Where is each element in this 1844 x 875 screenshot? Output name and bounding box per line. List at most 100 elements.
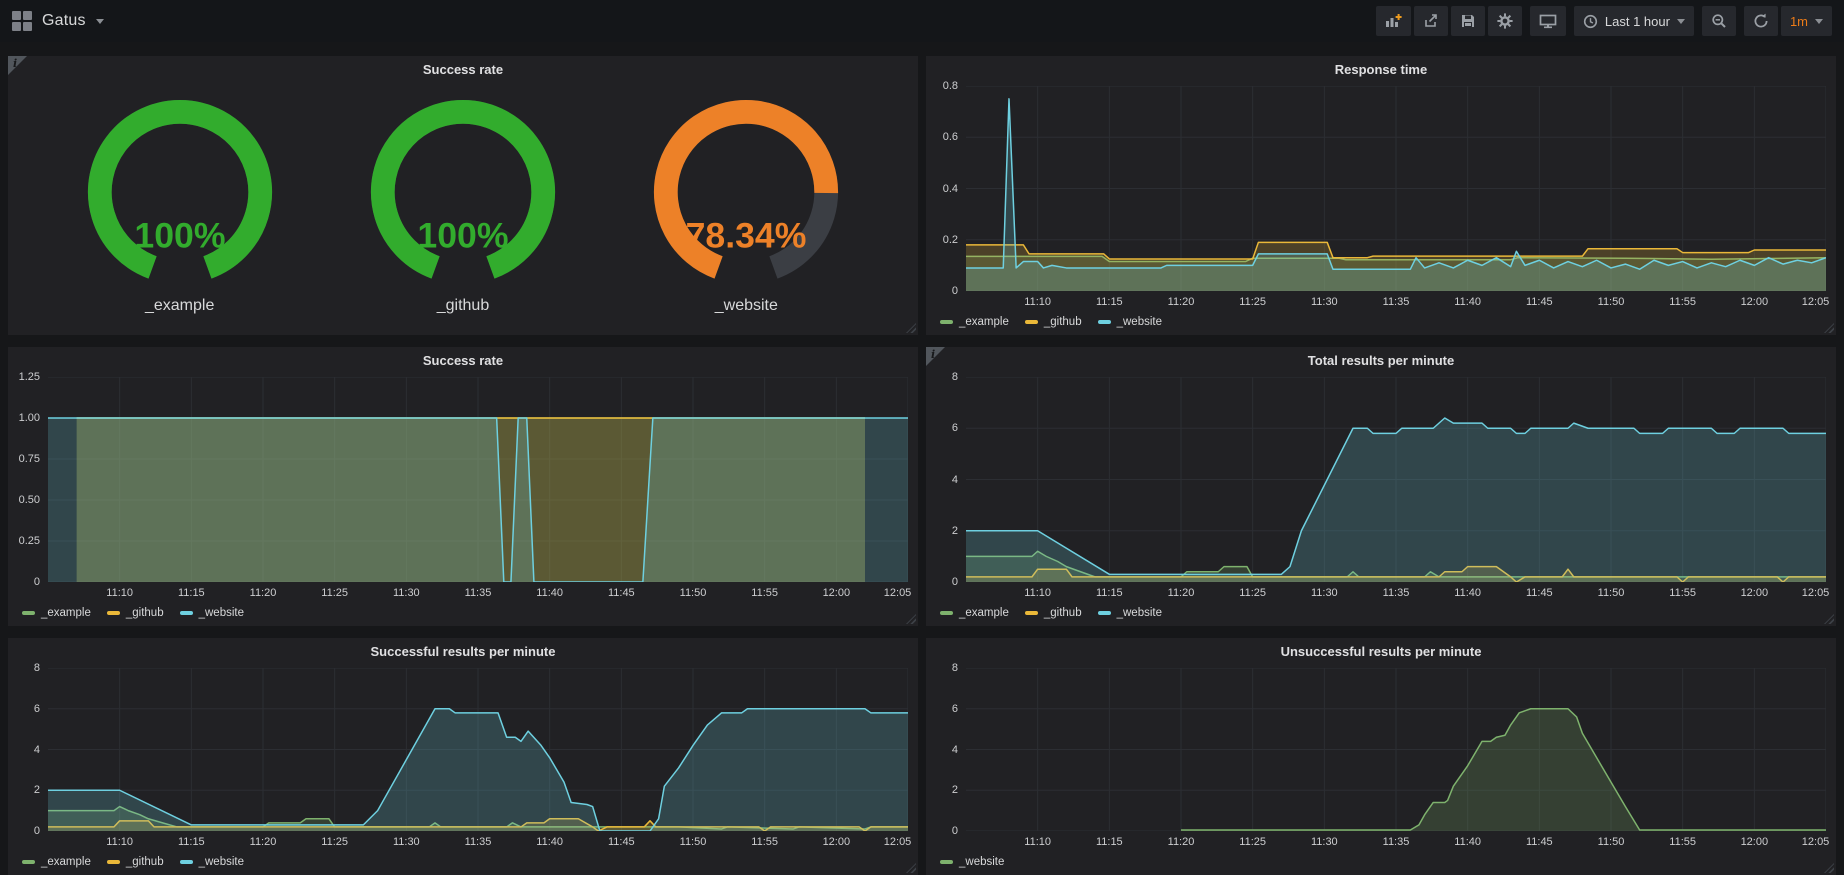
chart-svg (966, 377, 1826, 582)
gauge-svg: 100% (370, 99, 556, 279)
legend-item-_example[interactable]: _example (940, 607, 1009, 619)
panel-info-corner[interactable] (8, 56, 27, 75)
cycle-view-mode-button[interactable] (1529, 6, 1566, 36)
x-tick-label: 11:25 (321, 587, 349, 599)
plot-area[interactable] (966, 86, 1826, 291)
y-tick-label: 0 (951, 285, 958, 297)
legend-item-_website[interactable]: _website (1097, 316, 1162, 328)
panel-resize-handle[interactable] (1824, 323, 1834, 333)
legend-item-_website[interactable]: _website (940, 856, 1004, 868)
panel-unsuccessful-results: Unsuccessful results per minute 0 2 4 6 8 11:… (926, 638, 1836, 875)
panel-title[interactable]: Success rate (422, 61, 504, 77)
x-tick-label: 11:15 (1095, 296, 1123, 308)
panel-title[interactable]: Success rate (422, 352, 504, 368)
dashboard-title[interactable]: Gatus (42, 12, 86, 29)
y-tick-label: 0 (33, 825, 40, 837)
x-tick-label: 11:10 (106, 836, 134, 848)
legend-item-_website[interactable]: _website (179, 856, 244, 868)
x-tick-label: 11:20 (1167, 836, 1195, 848)
x-tick-label: 11:10 (1024, 587, 1052, 599)
series-line-_website (48, 418, 908, 582)
legend-item-_website[interactable]: _website (179, 607, 244, 619)
legend-item-_website[interactable]: _website (1097, 607, 1162, 619)
panel-resize-handle[interactable] (1824, 863, 1834, 873)
x-tick-label: 11:35 (464, 836, 492, 848)
series-fill-_github (966, 566, 1826, 582)
graph-area: 0 2 4 6 8 11:10 11:15 11:20 11:25 11:30 11:35 11:40… (926, 371, 1836, 626)
legend-label: _github (1043, 316, 1082, 328)
add-panel-button[interactable] (1375, 6, 1411, 36)
x-tick-label: 11:15 (177, 587, 205, 599)
share-dashboard-button[interactable] (1413, 6, 1448, 36)
x-tick-label: 11:35 (1382, 836, 1410, 848)
legend: _website (932, 851, 1826, 875)
save-dashboard-button[interactable] (1450, 6, 1485, 36)
panel-resize-handle[interactable] (906, 323, 916, 333)
refresh-button[interactable] (1743, 6, 1778, 36)
dashboard-settings-button[interactable] (1487, 6, 1522, 36)
x-tick-label: 11:55 (1669, 296, 1697, 308)
chart-svg (966, 86, 1826, 291)
x-tick-label: 11:40 (536, 587, 564, 599)
series-fill-_github (48, 818, 908, 831)
series-line-_github (966, 242, 1826, 259)
share-icon (1425, 14, 1437, 27)
x-tick-label: 12:00 (822, 587, 851, 599)
x-tick-label: 12:05 (883, 836, 912, 848)
gauges-row: 100% _example 100% _github 78.34% _website (8, 82, 918, 335)
legend-color-dash (1024, 320, 1038, 324)
x-tick-label: 11:20 (249, 587, 277, 599)
x-tick-label: 11:45 (1525, 296, 1553, 308)
plot-area[interactable] (966, 668, 1826, 831)
time-range-picker-button[interactable]: Last 1 hour (1573, 6, 1694, 36)
refresh-interval-button[interactable]: 1m (1780, 6, 1832, 36)
series-fill-_website (966, 418, 1826, 582)
x-tick-label: 12:05 (1801, 296, 1830, 308)
x-tick-label: 11:35 (464, 587, 492, 599)
clock-icon (1583, 14, 1597, 28)
panel-resize-handle[interactable] (906, 863, 916, 873)
plot-area[interactable] (966, 377, 1826, 582)
legend-item-_example[interactable]: _example (22, 607, 91, 619)
x-tick-label: 11:30 (1310, 587, 1338, 599)
gauge-value-arc (654, 99, 839, 279)
panel-title[interactable]: Total results per minute (1307, 352, 1455, 368)
zoom-out-button[interactable] (1701, 6, 1736, 36)
legend-item-_example[interactable]: _example (940, 316, 1009, 328)
panel-response-time: Response time 0 0.2 0.4 0.6 0.8 11:10 11:15 11:… (926, 56, 1836, 335)
plot-area[interactable] (48, 668, 908, 831)
gauge-value-text: 100% (134, 215, 225, 255)
y-tick-label: 0.2 (942, 233, 958, 246)
panel-title[interactable]: Response time (1334, 61, 1428, 77)
legend-item-_github[interactable]: _github (1024, 316, 1082, 328)
y-tick-label: 2 (951, 524, 958, 537)
panel-title[interactable]: Successful results per minute (370, 643, 556, 659)
y-tick-label: 0.25 (18, 535, 40, 547)
x-tick-label: 11:50 (679, 836, 707, 848)
series-fill-_github (76, 418, 865, 582)
legend-color-dash (1097, 320, 1111, 324)
legend-item-_example[interactable]: _example (22, 856, 91, 868)
legend-item-_github[interactable]: _github (1024, 607, 1082, 619)
x-axis: 11:10 11:15 11:20 11:25 11:30 11:35 11:40 11:45… (966, 291, 1829, 311)
dashboard-grid-icon[interactable] (12, 11, 32, 31)
panel-resize-handle[interactable] (906, 614, 916, 624)
panel-resize-handle[interactable] (1824, 614, 1834, 624)
chart-svg (966, 668, 1826, 831)
x-tick-label: 11:45 (607, 587, 635, 599)
gauge-value-arc (87, 99, 272, 279)
panel-success-rate-gauges: Success rate i 100% _example 100% _github 78.… (8, 56, 918, 335)
legend-color-dash (179, 860, 193, 864)
legend-item-_github[interactable]: _github (106, 607, 164, 619)
legend-label: _example (959, 316, 1009, 328)
x-tick-label: 11:30 (392, 587, 420, 599)
panel-info-corner[interactable] (926, 347, 945, 366)
chevron-down-icon[interactable] (95, 18, 104, 24)
panel-title[interactable]: Unsuccessful results per minute (1280, 643, 1482, 659)
x-axis: 11:10 11:15 11:20 11:25 11:30 11:35 11:40 11:45… (48, 582, 911, 602)
legend-color-dash (22, 860, 35, 864)
legend-item-_github[interactable]: _github (106, 856, 164, 868)
legend-label: _example (41, 856, 91, 868)
graph-area: 0 2 4 6 8 11:10 11:15 11:20 11:25 11:30 11:35 11:40… (926, 662, 1836, 875)
plot-area[interactable] (48, 377, 908, 582)
